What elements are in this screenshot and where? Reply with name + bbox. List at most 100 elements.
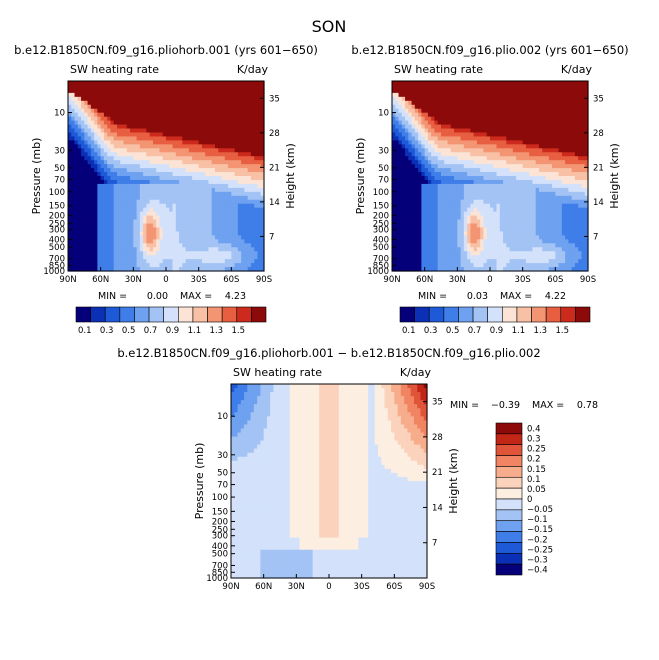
- heatmap-cell: [175, 176, 180, 181]
- heatmap-cell: [169, 215, 174, 221]
- heatmap-cell: [398, 144, 403, 149]
- heatmap-cell: [247, 207, 252, 213]
- heatmap-cell: [103, 92, 108, 98]
- heatmap-cell: [205, 239, 210, 244]
- heatmap-cell: [123, 263, 128, 268]
- heatmap-cell: [113, 207, 118, 213]
- heatmap-cell: [68, 191, 72, 197]
- heatmap-cell: [172, 199, 177, 205]
- heatmap-cell: [395, 120, 400, 126]
- heatmap-cell: [215, 247, 219, 252]
- heatmap-cell: [460, 140, 465, 145]
- heatmap-cell: [133, 235, 138, 240]
- heatmap-cell: [159, 108, 164, 114]
- heatmap-cell: [159, 132, 164, 138]
- heatmap-cell: [509, 263, 514, 268]
- heatmap-cell: [447, 227, 452, 233]
- heatmap-cell: [516, 211, 520, 217]
- heatmap-cell: [444, 132, 449, 138]
- heatmap-cell: [506, 255, 511, 260]
- heatmap-cell: [172, 211, 177, 217]
- heatmap-cell: [201, 231, 206, 236]
- heatmap-cell: [211, 144, 216, 149]
- heatmap-cell: [431, 144, 436, 149]
- heatmap-cell: [522, 81, 527, 86]
- heatmap-cell: [237, 100, 242, 106]
- heatmap-cell: [424, 96, 429, 102]
- heatmap-cell: [496, 251, 501, 256]
- heatmap-cell: [529, 191, 534, 197]
- heatmap-cell: [473, 176, 478, 181]
- heatmap-cell: [71, 239, 76, 244]
- heatmap-cell: [224, 179, 229, 185]
- heatmap-cell: [244, 128, 249, 134]
- heatmap-cell: [437, 124, 442, 130]
- heatmap-cell: [247, 92, 252, 98]
- heatmap-cell: [123, 227, 128, 233]
- heatmap-cell: [130, 108, 134, 114]
- heatmap-cell: [476, 239, 481, 244]
- heatmap-cell: [149, 247, 154, 252]
- heatmap-cell: [84, 207, 89, 213]
- heatmap-cell: [447, 108, 452, 114]
- heatmap-cell: [156, 263, 161, 268]
- heatmap-cell: [460, 112, 465, 118]
- heatmap-cell: [139, 179, 144, 185]
- y-tick-label: 150: [49, 202, 65, 212]
- heatmap-cell: [473, 191, 478, 197]
- heatmap-cell: [107, 179, 112, 185]
- heatmap-cell: [221, 176, 226, 181]
- heatmap-cell: [74, 100, 79, 106]
- heatmap-cell: [418, 104, 422, 110]
- y-tick-label: 250: [49, 219, 65, 229]
- heatmap-cell: [211, 152, 216, 157]
- heatmap-cell: [84, 176, 89, 181]
- heatmap-cell: [414, 172, 419, 177]
- heatmap-cell: [525, 148, 530, 153]
- heatmap-cell: [143, 108, 147, 114]
- heatmap-cell: [139, 104, 144, 110]
- heatmap-cell: [473, 239, 478, 244]
- heatmap-cell: [228, 191, 232, 197]
- heatmap-cell: [172, 88, 177, 94]
- heatmap-cell: [447, 211, 452, 217]
- heatmap-cell: [107, 132, 112, 138]
- heatmap-cell: [467, 179, 471, 185]
- heatmap-cell: [71, 243, 76, 248]
- heatmap-cell: [205, 81, 210, 86]
- heatmap-cell: [476, 96, 481, 102]
- heatmap-cell: [398, 259, 403, 264]
- heatmap-cell: [519, 104, 524, 110]
- heatmap-cell: [97, 164, 102, 169]
- heatmap-cell: [529, 195, 534, 201]
- heatmap-cell: [250, 136, 255, 141]
- heatmap-cell: [470, 207, 475, 213]
- heatmap-cell: [74, 136, 79, 141]
- heatmap-cell: [113, 211, 118, 217]
- heatmap-cell: [450, 100, 455, 106]
- heatmap-cell: [427, 231, 432, 236]
- heatmap-cell: [195, 120, 200, 126]
- heatmap-cell: [156, 96, 161, 102]
- heatmap-cell: [68, 160, 72, 165]
- heatmap-cell: [522, 231, 527, 236]
- heatmap-cell: [434, 235, 439, 240]
- heatmap-cell: [152, 179, 157, 185]
- heatmap-cell: [192, 164, 196, 169]
- heatmap-cell: [473, 179, 478, 185]
- heatmap-cell: [247, 112, 252, 118]
- heatmap-cell: [254, 191, 259, 197]
- heatmap-cell: [473, 152, 478, 157]
- heatmap-cell: [512, 267, 517, 272]
- heatmap-cell: [198, 116, 203, 122]
- heatmap-cell: [522, 179, 527, 185]
- heatmap-cell: [169, 116, 174, 122]
- heatmap-cell: [215, 243, 219, 248]
- heatmap-cell: [110, 235, 115, 240]
- heatmap-cell: [201, 128, 206, 134]
- heatmap-cell: [441, 112, 445, 118]
- heatmap-cell: [179, 100, 183, 106]
- heatmap-cell: [503, 235, 507, 240]
- heatmap-cell: [395, 124, 400, 130]
- heatmap-cell: [525, 239, 530, 244]
